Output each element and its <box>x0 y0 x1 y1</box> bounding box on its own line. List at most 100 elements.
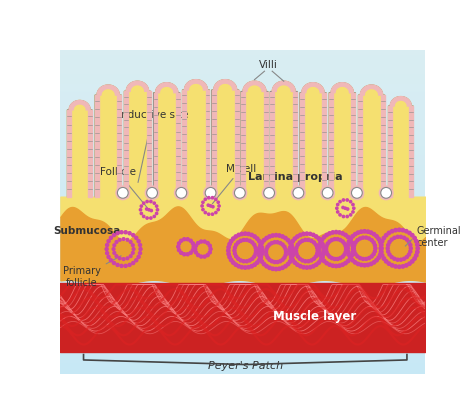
Bar <box>61 62 425 63</box>
Circle shape <box>217 208 219 211</box>
Bar <box>61 369 425 370</box>
Circle shape <box>381 254 384 257</box>
Bar <box>61 251 425 252</box>
Circle shape <box>342 199 345 201</box>
Circle shape <box>268 235 271 238</box>
Circle shape <box>339 214 341 216</box>
Circle shape <box>343 253 346 256</box>
Circle shape <box>369 262 373 265</box>
Circle shape <box>399 235 402 239</box>
Circle shape <box>328 240 331 243</box>
Polygon shape <box>322 93 326 197</box>
Circle shape <box>402 236 406 239</box>
Circle shape <box>250 265 254 268</box>
Circle shape <box>296 263 299 266</box>
Bar <box>61 151 425 152</box>
Circle shape <box>379 243 383 247</box>
Bar <box>61 234 425 235</box>
Bar <box>61 208 425 209</box>
Circle shape <box>107 255 110 258</box>
Bar <box>61 126 425 127</box>
Bar <box>61 72 425 73</box>
Circle shape <box>153 215 155 218</box>
Circle shape <box>273 241 276 244</box>
Circle shape <box>177 249 181 252</box>
Circle shape <box>322 249 326 252</box>
Circle shape <box>260 260 264 263</box>
Circle shape <box>296 255 299 258</box>
Bar <box>61 110 425 111</box>
Bar <box>61 121 425 122</box>
Bar <box>61 339 425 340</box>
Bar <box>61 103 425 104</box>
Bar <box>61 106 425 107</box>
Bar <box>61 309 425 310</box>
Circle shape <box>259 257 262 260</box>
Circle shape <box>410 234 414 237</box>
Circle shape <box>350 254 354 257</box>
Bar <box>61 258 425 259</box>
Circle shape <box>268 243 271 246</box>
Bar <box>61 231 425 232</box>
Polygon shape <box>329 93 333 197</box>
Bar <box>61 203 425 204</box>
Circle shape <box>279 241 282 244</box>
Bar <box>61 232 425 233</box>
Bar <box>61 223 425 224</box>
Bar <box>61 253 425 254</box>
Bar <box>61 338 425 339</box>
Circle shape <box>322 252 325 256</box>
Circle shape <box>247 265 250 269</box>
Circle shape <box>314 243 318 246</box>
Bar <box>61 367 425 368</box>
Circle shape <box>281 258 284 261</box>
Bar <box>61 270 425 271</box>
Circle shape <box>109 236 112 239</box>
Circle shape <box>153 202 155 204</box>
Polygon shape <box>118 95 121 197</box>
Bar <box>61 139 425 140</box>
Circle shape <box>354 261 357 264</box>
Circle shape <box>354 241 357 244</box>
Circle shape <box>325 247 328 251</box>
Polygon shape <box>331 83 354 93</box>
Bar <box>61 100 425 101</box>
Bar <box>61 173 425 174</box>
Bar <box>61 165 425 166</box>
Circle shape <box>363 230 366 233</box>
Circle shape <box>273 260 276 264</box>
Polygon shape <box>126 81 148 91</box>
Circle shape <box>346 215 348 218</box>
Bar <box>61 131 425 132</box>
Circle shape <box>286 262 290 266</box>
Circle shape <box>367 237 371 240</box>
Bar <box>61 359 425 360</box>
Circle shape <box>322 246 325 249</box>
Circle shape <box>235 187 245 198</box>
Circle shape <box>387 250 390 253</box>
Bar <box>61 249 425 250</box>
Circle shape <box>380 247 383 250</box>
Circle shape <box>234 263 237 266</box>
Circle shape <box>319 241 322 244</box>
Bar <box>61 140 425 141</box>
Circle shape <box>137 255 140 258</box>
Polygon shape <box>212 90 216 197</box>
Bar <box>61 74 425 75</box>
Bar <box>61 175 425 176</box>
Bar <box>61 158 425 159</box>
Circle shape <box>304 239 307 241</box>
Circle shape <box>126 257 129 260</box>
Circle shape <box>253 263 256 266</box>
Circle shape <box>233 246 237 249</box>
Polygon shape <box>155 83 178 93</box>
Circle shape <box>120 231 123 234</box>
Circle shape <box>317 261 320 264</box>
Circle shape <box>132 248 135 250</box>
Bar <box>61 306 425 307</box>
Circle shape <box>343 242 346 245</box>
Bar <box>61 213 425 214</box>
Bar <box>61 77 425 78</box>
Bar <box>61 219 425 220</box>
Circle shape <box>276 260 279 264</box>
